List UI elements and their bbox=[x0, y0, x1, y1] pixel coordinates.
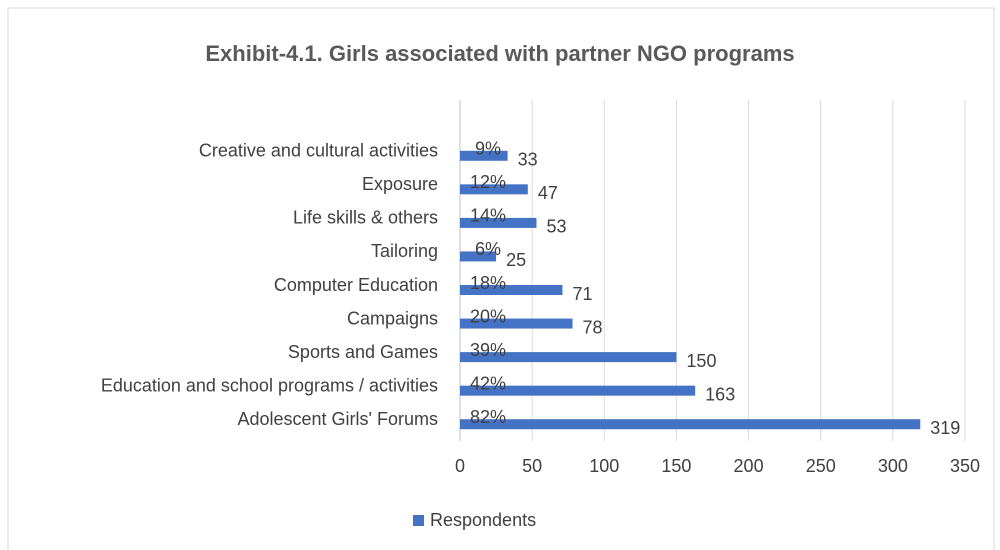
bar bbox=[460, 184, 528, 195]
value-label: 71 bbox=[572, 284, 592, 304]
value-label: 47 bbox=[538, 183, 558, 203]
x-tick-label: 200 bbox=[734, 456, 764, 476]
bar bbox=[460, 150, 508, 161]
x-tick-label: 50 bbox=[522, 456, 542, 476]
x-tick-label: 150 bbox=[661, 456, 691, 476]
percent-label: 42% bbox=[470, 373, 506, 393]
value-label: 319 bbox=[930, 418, 960, 438]
x-tick-label: 350 bbox=[950, 456, 980, 476]
percent-label: 6% bbox=[475, 239, 501, 259]
chart-frame bbox=[7, 7, 995, 550]
x-tick-label: 300 bbox=[878, 456, 908, 476]
bar bbox=[460, 318, 573, 329]
x-tick-label: 100 bbox=[589, 456, 619, 476]
chart-title: Exhibit-4.1. Girls associated with partn… bbox=[205, 41, 794, 66]
value-label: 163 bbox=[705, 384, 735, 404]
bar bbox=[460, 285, 563, 295]
bar bbox=[460, 352, 677, 363]
value-label: 53 bbox=[546, 217, 566, 237]
value-label: 25 bbox=[506, 250, 526, 270]
percent-label: 82% bbox=[470, 407, 506, 427]
bar bbox=[460, 217, 537, 228]
bar bbox=[460, 419, 921, 430]
y-tick-label: Exposure bbox=[362, 174, 438, 194]
y-tick-label: Sports and Games bbox=[288, 342, 438, 362]
percent-label: 39% bbox=[470, 340, 506, 360]
bar bbox=[460, 251, 497, 262]
percent-label: 20% bbox=[470, 306, 506, 326]
legend-swatch bbox=[413, 515, 424, 526]
percent-label: 9% bbox=[475, 139, 501, 159]
y-tick-label: Creative and cultural activities bbox=[199, 141, 438, 161]
bar bbox=[460, 385, 696, 396]
y-tick-label: Life skills & others bbox=[293, 208, 438, 228]
percent-label: 14% bbox=[470, 206, 506, 226]
y-tick-label: Campaigns bbox=[347, 308, 438, 328]
value-label: 33 bbox=[518, 150, 538, 170]
y-tick-label: Computer Education bbox=[274, 275, 438, 295]
y-tick-label: Education and school programs / activiti… bbox=[101, 375, 438, 395]
y-tick-label: Tailoring bbox=[371, 241, 438, 261]
legend-label: Respondents bbox=[430, 510, 536, 530]
value-label: 150 bbox=[686, 351, 716, 371]
value-label: 78 bbox=[583, 317, 603, 337]
x-tick-label: 0 bbox=[455, 456, 465, 476]
y-tick-label: Adolescent Girls' Forums bbox=[238, 409, 439, 429]
percent-label: 18% bbox=[470, 273, 506, 293]
x-tick-label: 250 bbox=[806, 456, 836, 476]
percent-label: 12% bbox=[470, 172, 506, 192]
